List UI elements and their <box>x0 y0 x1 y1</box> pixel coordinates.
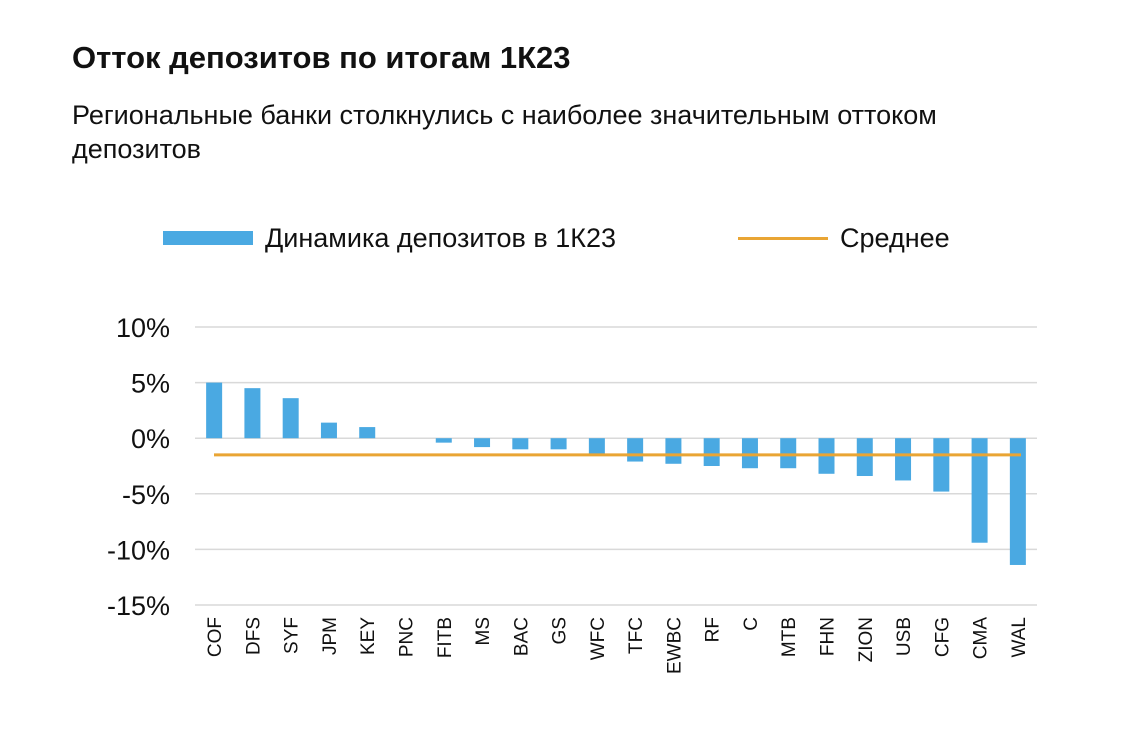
bar-tfc <box>627 438 644 462</box>
legend-swatch-line <box>738 236 828 240</box>
x-tick-label: COF <box>205 617 226 657</box>
bar-jpm <box>320 422 337 439</box>
bars <box>206 382 1026 565</box>
x-tick-label: SYF <box>282 617 303 654</box>
x-tick-label: JPM <box>320 617 341 655</box>
x-tick-label: MTB <box>779 617 800 657</box>
x-tick-label: BAC <box>511 617 532 656</box>
legend-item-deposits: Динамика депозитов в 1К23 <box>163 216 616 260</box>
x-tick-label: EWBC <box>664 617 685 674</box>
bar-cma <box>971 438 988 543</box>
bar-wfc <box>588 438 605 454</box>
bar-key <box>359 427 376 439</box>
bar-fitb <box>435 438 452 443</box>
x-tick-label: MS <box>473 617 494 646</box>
bar-gs <box>550 438 567 450</box>
bar-cfg <box>933 438 950 492</box>
x-tick-label: RF <box>703 617 724 642</box>
chart-subtitle: Региональные банки столкнулись с наиболе… <box>72 100 937 164</box>
x-tick-label: KEY <box>358 617 379 655</box>
bar-ewbc <box>665 438 682 464</box>
x-tick-label: FITB <box>435 617 456 658</box>
y-tick-label: 5% <box>131 369 170 399</box>
y-tick-label: 0% <box>131 424 170 454</box>
x-tick-label: USB <box>894 617 915 656</box>
chart-title: Отток депозитов по итогам 1К23 <box>72 40 571 75</box>
x-tick-label: WAL <box>1009 617 1030 657</box>
legend-swatch-bar <box>163 231 253 245</box>
x-tick-label: PNC <box>397 617 418 657</box>
bar-usb <box>895 438 912 481</box>
y-tick-label: -15% <box>107 591 170 621</box>
y-tick-label: 10% <box>116 313 170 343</box>
legend-label-average: Среднее <box>840 222 950 253</box>
x-tick-label: CFG <box>932 617 953 657</box>
bar-ms <box>474 438 491 448</box>
x-tick-label: FHN <box>818 617 839 656</box>
gridlines <box>195 326 1037 606</box>
legend-item-average: Среднее <box>738 216 950 260</box>
bar-mtb <box>780 438 797 469</box>
x-tick-label: GS <box>550 617 571 644</box>
x-tick-label: DFS <box>243 617 264 655</box>
legend-label-deposits: Динамика депозитов в 1К23 <box>265 222 616 253</box>
bar-zion <box>856 438 873 477</box>
x-tick-label: CMA <box>971 617 992 660</box>
bar-rf <box>703 438 720 466</box>
bar-cof <box>206 382 223 439</box>
y-axis-ticks: 10% 5% 0% -5% -10% -15% <box>107 313 170 621</box>
y-tick-label: -10% <box>107 535 170 565</box>
bar-wal <box>1009 438 1026 565</box>
bar-bac <box>512 438 529 450</box>
x-tick-label: TFC <box>626 617 647 654</box>
bar-c <box>741 438 758 469</box>
x-tick-label: C <box>741 617 762 631</box>
x-tick-label: ZION <box>856 617 877 662</box>
legend: Динамика депозитов в 1К23 Среднее <box>0 216 1127 260</box>
y-tick-label: -5% <box>122 480 170 510</box>
bar-dfs <box>244 388 261 439</box>
x-tick-label: WFC <box>588 617 609 660</box>
bar-syf <box>282 398 299 439</box>
x-axis-labels: COF DFS SYF JPM KEY PNC FITB MS BAC GS WFC TFC EWBC R… <box>205 617 1030 674</box>
